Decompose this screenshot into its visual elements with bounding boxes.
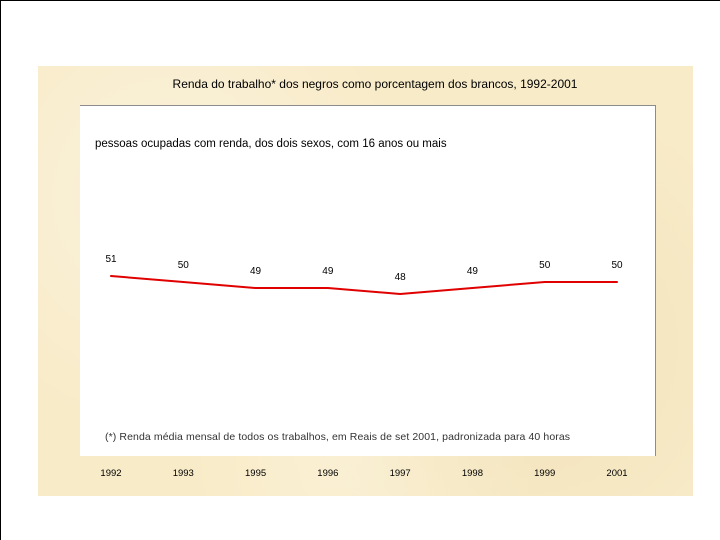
x-tick-label: 1993 — [173, 468, 194, 479]
data-label: 50 — [178, 260, 190, 271]
series-line-segment — [326, 287, 402, 295]
data-label: 48 — [395, 272, 407, 283]
x-tick-label: 1996 — [317, 468, 338, 479]
data-label: 49 — [250, 266, 262, 277]
series-line-segment — [110, 275, 185, 283]
x-tick-label: 1992 — [100, 468, 121, 479]
frame-border-left — [0, 0, 1, 540]
series-line-segment — [471, 281, 546, 289]
x-tick-label: 1995 — [245, 468, 266, 479]
chart-title: Renda do trabalho* dos negros como porce… — [172, 77, 578, 91]
series-line-segment — [399, 287, 474, 295]
series-line-segment — [182, 281, 257, 289]
data-label: 49 — [467, 266, 479, 277]
frame-border-top — [0, 0, 720, 1]
chart-subtitle: pessoas ocupadas com renda, dos dois sex… — [95, 138, 447, 150]
x-tick-label: 1999 — [534, 468, 555, 479]
data-label: 51 — [105, 254, 117, 265]
x-tick-label: 2001 — [606, 468, 627, 479]
data-label: 50 — [611, 260, 623, 271]
data-label: 49 — [322, 266, 334, 277]
chart-footnote: (*) Renda média mensal de todos os traba… — [105, 431, 571, 443]
x-tick-label: 1997 — [390, 468, 411, 479]
x-tick-label: 1998 — [462, 468, 483, 479]
data-label: 50 — [539, 260, 551, 271]
